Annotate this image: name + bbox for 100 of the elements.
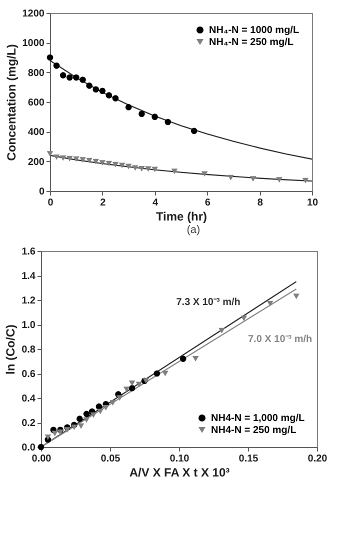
point [171, 168, 178, 174]
point [116, 395, 123, 401]
y-axis-title: Concentation (mg/L) [4, 44, 18, 161]
legend-label: NH₄-N = 1000 mg/L [209, 25, 300, 36]
point [302, 178, 309, 184]
x-axis-title: A/V X FA X t X 10³ [129, 466, 230, 480]
point [118, 162, 126, 168]
point [228, 174, 234, 180]
legend-label: NH4-N = 250 mg/L [211, 425, 296, 436]
point [73, 156, 80, 162]
point [102, 405, 110, 411]
point [112, 95, 119, 102]
y-tick-label: 0.8 [22, 344, 36, 356]
legend-label: NH4-N = 1,000 mg/L [211, 413, 305, 424]
point [190, 128, 198, 134]
point [66, 74, 73, 81]
point [53, 62, 60, 69]
point [138, 110, 145, 118]
point [78, 423, 84, 429]
point [64, 427, 70, 433]
point [86, 82, 92, 89]
y-tick-label: 1.0 [22, 320, 36, 331]
point [145, 166, 152, 172]
point [218, 328, 225, 334]
y-tick-label: 400 [28, 127, 45, 138]
point [106, 160, 112, 166]
y-tick-label: 0 [38, 186, 45, 198]
point [44, 434, 52, 440]
y-tick-label: 0.0 [22, 442, 36, 454]
x-tick-label: 0.20 [308, 454, 328, 464]
point [201, 171, 208, 177]
point [86, 158, 92, 164]
point [276, 177, 282, 183]
x-tick-label: 0 [48, 198, 54, 208]
y-tick-label: 0.4 [22, 394, 36, 404]
point [112, 162, 119, 168]
annotation: 7.3 X 10⁻³ m/h [176, 296, 240, 308]
point [128, 380, 136, 386]
point [83, 417, 90, 423]
point [53, 154, 60, 160]
point [162, 370, 168, 376]
y-tick-label: 1.2 [22, 296, 36, 306]
point [83, 410, 90, 418]
y-axis-title: ln (Co/C) [4, 324, 18, 374]
y-tick-label: 0.6 [22, 369, 36, 380]
point [164, 118, 172, 126]
point [132, 165, 138, 171]
point [60, 72, 66, 78]
x-tick-label: 4 [152, 198, 159, 208]
point [80, 76, 86, 83]
point [73, 74, 80, 81]
point [97, 408, 104, 414]
point [110, 400, 116, 406]
point [46, 151, 54, 157]
point [266, 300, 274, 306]
x-tick-label: 8 [257, 198, 264, 208]
y-tick-label: 1.6 [22, 246, 36, 258]
y-tick-label: 600 [28, 98, 45, 108]
y-tick-label: 1200 [22, 8, 45, 20]
y-tick-label: 1000 [22, 38, 45, 50]
x-tick-label: 0.05 [100, 454, 121, 464]
x-tick-label: 6 [204, 198, 211, 208]
point [136, 382, 142, 388]
y-tick-label: 1.4 [22, 271, 36, 282]
point [293, 294, 300, 300]
text: (a) [186, 224, 202, 236]
point [60, 155, 66, 161]
x-tick-label: 0.10 [170, 454, 190, 464]
point [52, 430, 58, 436]
point [152, 114, 158, 120]
point [152, 166, 158, 172]
point [106, 92, 112, 98]
point [123, 386, 130, 392]
point [80, 157, 86, 163]
point [99, 88, 106, 94]
annotation: 7.0 X 10⁻³ m/h [248, 334, 312, 346]
x-tick-label: 10 [306, 198, 318, 208]
point [99, 160, 106, 166]
point [46, 54, 54, 61]
point [250, 176, 256, 182]
legend-label: NH₄-N = 250 mg/L [209, 37, 294, 48]
point [138, 166, 145, 172]
point [92, 86, 100, 93]
x-axis-title: Time (hr) [156, 210, 208, 224]
point [66, 156, 73, 162]
x-tick-label: 0.15 [238, 454, 259, 464]
point [70, 424, 78, 430]
point [125, 164, 132, 170]
point [180, 356, 186, 362]
point [128, 385, 136, 392]
point [154, 370, 160, 377]
point [92, 158, 100, 164]
point [76, 416, 83, 422]
x-tick-label: 2 [100, 198, 106, 208]
x-tick-label: 0.00 [32, 454, 52, 464]
y-tick-label: 800 [28, 68, 45, 79]
y-tick-label: 200 [28, 156, 45, 168]
point [240, 316, 248, 322]
point [125, 104, 132, 110]
point [90, 412, 97, 418]
